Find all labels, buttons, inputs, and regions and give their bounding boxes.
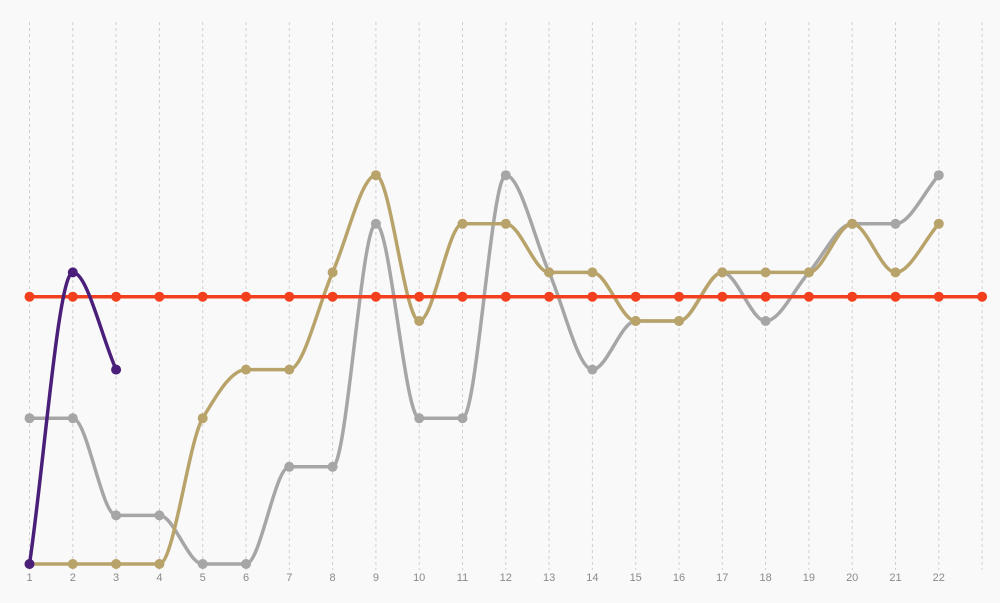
data-point [284, 364, 295, 375]
series-3 [24, 291, 988, 302]
data-point [327, 267, 338, 278]
data-point [284, 291, 295, 302]
data-point [717, 267, 728, 278]
data-point [674, 316, 684, 326]
data-point [544, 291, 555, 302]
series-2 [24, 170, 944, 569]
x-axis-ticks: 1 2 3 4 5 6 7 8 9 10 11 12 13 14 15 16 17 18 19 20 21 22 [26, 572, 944, 584]
data-point [24, 291, 35, 302]
x-tick-label: 15 [630, 572, 642, 584]
data-point [67, 267, 78, 278]
data-point [24, 413, 35, 424]
series-line [27, 173, 941, 566]
data-point [587, 267, 598, 278]
data-point [111, 291, 122, 302]
data-point [370, 291, 381, 302]
data-point [67, 413, 78, 424]
data-point [847, 291, 858, 302]
x-tick-label: 22 [933, 572, 945, 584]
x-tick-label: 3 [113, 572, 119, 584]
data-point [154, 291, 165, 302]
data-point [717, 291, 728, 302]
data-point [500, 218, 511, 229]
series-group [24, 170, 988, 569]
data-point [760, 267, 771, 278]
data-point [457, 413, 468, 424]
x-tick-label: 20 [846, 572, 858, 584]
series-line [27, 173, 941, 566]
x-tick-label: 16 [673, 572, 685, 584]
data-point [933, 170, 944, 181]
data-point [933, 218, 944, 229]
data-point [111, 364, 122, 375]
data-point [457, 218, 468, 229]
x-tick-label: 5 [200, 572, 206, 584]
data-point [154, 510, 165, 521]
data-point [197, 413, 208, 424]
data-point [67, 291, 78, 302]
data-point [587, 291, 598, 302]
series-1 [24, 170, 944, 569]
x-tick-label: 12 [500, 572, 512, 584]
data-point [414, 316, 425, 326]
data-point [284, 461, 295, 472]
data-point [630, 316, 641, 326]
grid-lines [29, 22, 983, 570]
x-tick-label: 10 [413, 572, 425, 584]
data-point [154, 559, 165, 569]
data-point [500, 170, 511, 181]
data-point [760, 291, 771, 302]
x-tick-label: 13 [543, 572, 555, 584]
data-point [241, 559, 251, 569]
data-point [977, 291, 988, 302]
data-point [587, 364, 598, 375]
data-point [847, 218, 858, 229]
data-point [197, 559, 208, 569]
data-point [197, 291, 208, 302]
data-point [544, 267, 555, 278]
data-point [630, 291, 641, 302]
data-point [327, 461, 338, 472]
series-line [27, 270, 118, 566]
x-tick-label: 4 [156, 572, 162, 584]
data-point [500, 291, 511, 302]
x-tick-label: 14 [586, 572, 598, 584]
x-tick-label: 1 [26, 572, 32, 584]
x-tick-label: 7 [286, 572, 292, 584]
data-point [24, 559, 35, 569]
x-tick-label: 21 [889, 572, 901, 584]
data-point [414, 413, 425, 424]
data-point [890, 291, 901, 302]
data-point [890, 267, 901, 278]
data-point [414, 291, 425, 302]
x-tick-label: 6 [243, 572, 249, 584]
x-tick-label: 2 [70, 572, 76, 584]
data-point [111, 559, 122, 569]
data-point [241, 364, 251, 375]
data-point [241, 291, 251, 302]
data-point [370, 218, 381, 229]
data-point [111, 510, 122, 521]
data-point [760, 316, 771, 326]
data-point [327, 291, 338, 302]
x-tick-label: 8 [330, 572, 336, 584]
data-point [890, 218, 901, 229]
series-4 [24, 267, 122, 569]
data-point [370, 170, 381, 181]
data-point [803, 291, 814, 302]
x-tick-label: 17 [716, 572, 728, 584]
data-point [67, 559, 78, 569]
data-point [457, 291, 468, 302]
data-point [674, 291, 684, 302]
x-tick-label: 11 [457, 572, 468, 584]
x-tick-label: 19 [803, 572, 815, 584]
x-tick-label: 18 [759, 572, 771, 584]
data-point [933, 291, 944, 302]
data-point [803, 267, 814, 278]
x-tick-label: 9 [373, 572, 379, 584]
